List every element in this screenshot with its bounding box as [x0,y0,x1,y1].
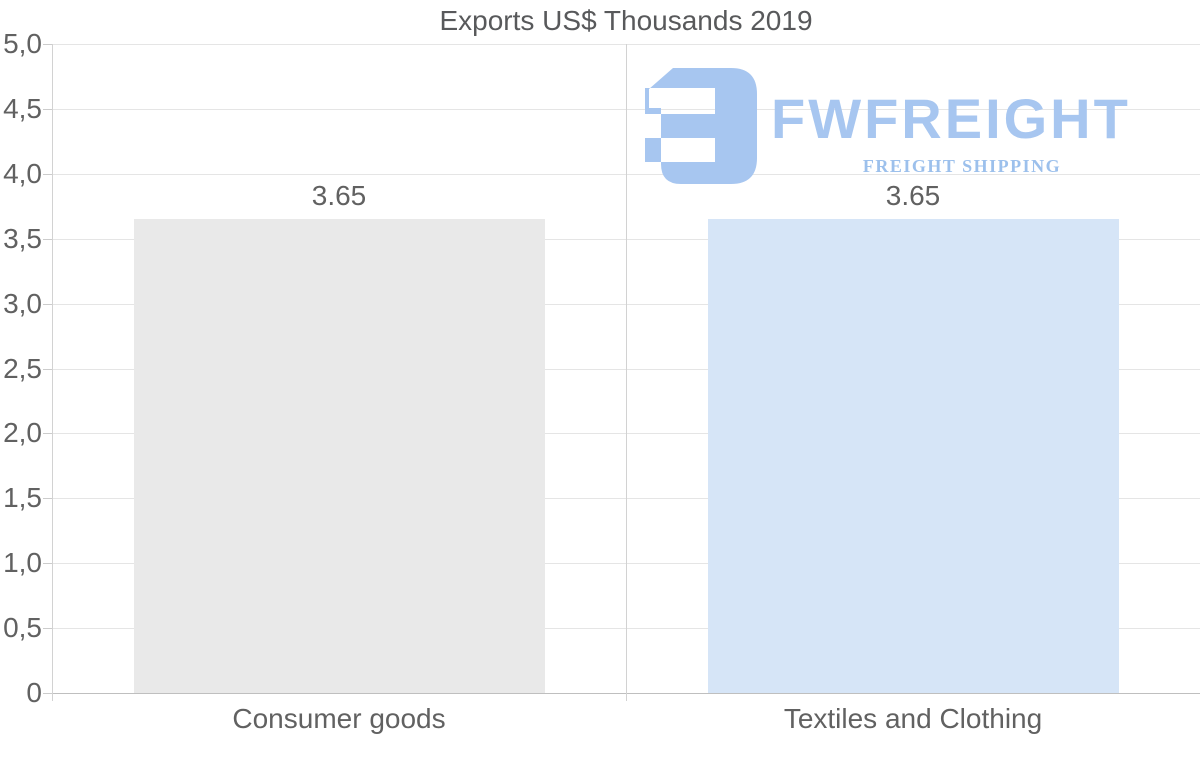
y-axis-tick [43,239,52,240]
bar-value-label: 3.65 [311,180,367,211]
y-axis-tick [43,174,52,175]
y-axis-tick [43,498,52,499]
y-axis-label: 3,5 [3,223,42,254]
y-axis-label: 3,0 [3,288,42,319]
y-axis-tick [43,109,52,110]
fwfreight-logo-icon [645,68,757,184]
category-divider-line [626,44,627,701]
bar-consumer-goods [134,219,545,693]
y-axis-line [52,44,53,701]
y-axis-tick [43,628,52,629]
y-axis-tick [43,563,52,564]
x-axis-label-consumer-goods: Consumer goods [232,703,446,734]
y-axis-label: 1,5 [3,482,42,513]
y-axis-label: 0,5 [3,612,42,643]
x-axis-line [44,693,1200,694]
watermark-logo: FWFREIGHT FREIGHT SHIPPING [645,64,1165,196]
watermark-brand-text: FWFREIGHT [771,87,1131,150]
y-axis-tick [43,44,52,45]
y-axis-tick [43,693,52,694]
bar-textiles-and-clothing [708,219,1119,693]
y-axis-tick [43,369,52,370]
chart-title: Exports US$ Thousands 2019 [439,5,813,36]
y-axis-label: 1,0 [3,547,42,578]
y-axis-label: 4,0 [3,158,42,189]
bar-value-label: 3.65 [885,180,941,211]
y-axis-tick [43,433,52,434]
y-axis-label: 2,5 [3,353,42,384]
watermark-tagline-text: FREIGHT SHIPPING [862,156,1062,176]
y-axis-label: 0 [26,677,42,708]
x-axis-label-textiles-and-clothing: Textiles and Clothing [783,703,1043,734]
y-axis-tick [43,304,52,305]
y-axis-label: 5,0 [3,28,42,59]
y-axis-label: 2,0 [3,417,42,448]
y-axis-label: 4,5 [3,93,42,124]
